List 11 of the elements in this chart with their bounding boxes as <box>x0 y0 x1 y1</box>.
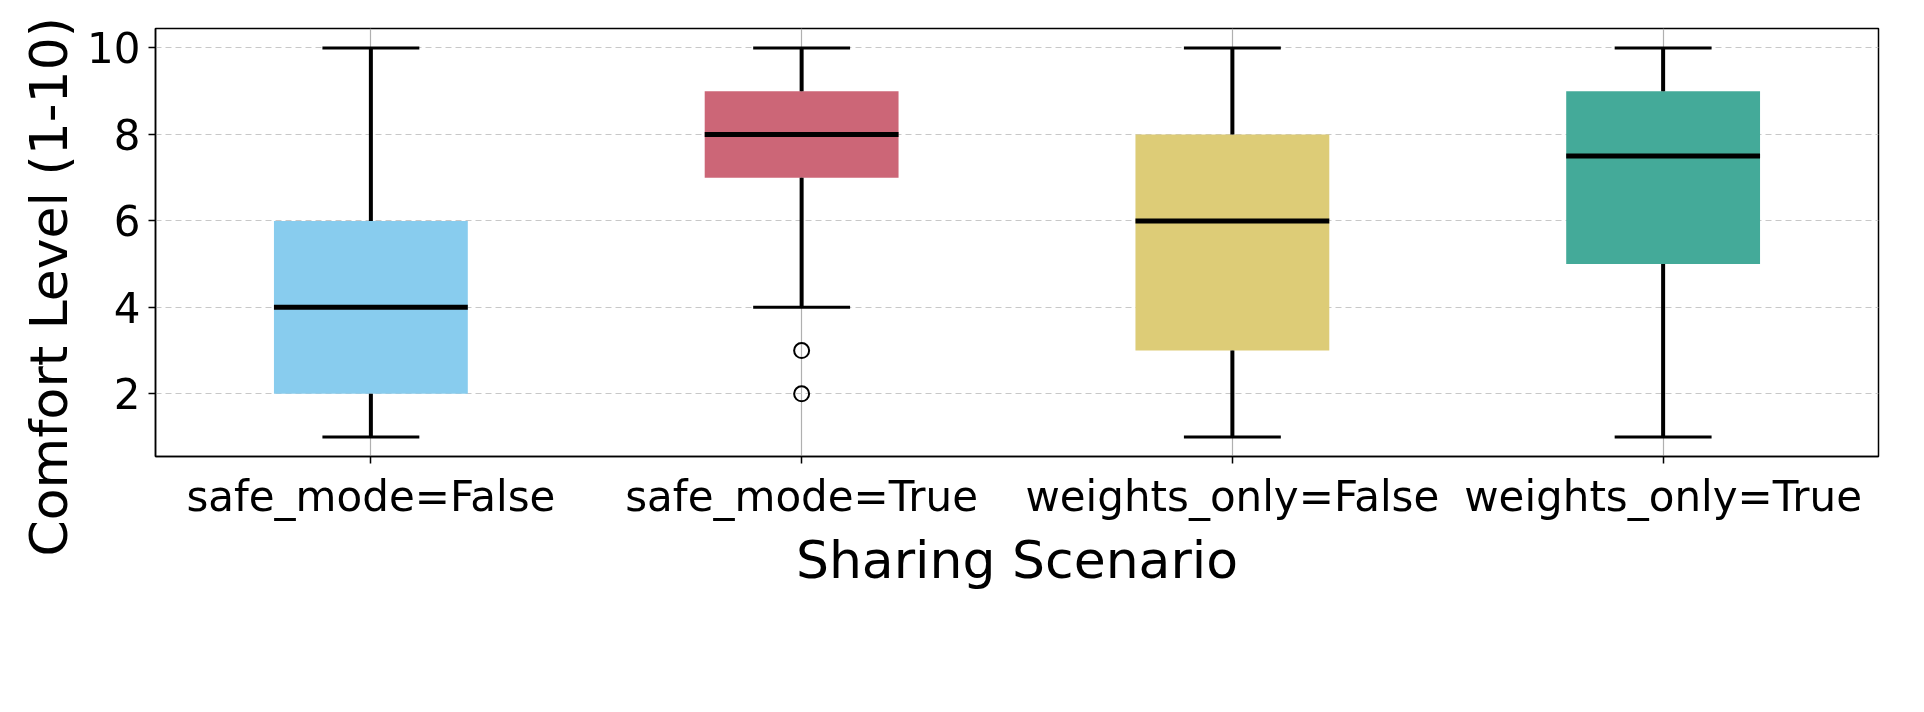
y-tick-label: 2 <box>113 370 141 420</box>
y-tick-label: 4 <box>113 283 141 333</box>
x-axis-title: Sharing Scenario <box>795 529 1239 590</box>
y-tick-label: 6 <box>113 197 141 247</box>
y-tick-label: 8 <box>113 110 141 160</box>
x-tick-label: safe_mode=True <box>625 471 979 521</box>
x-tick-label: weights_only=False <box>1025 471 1440 521</box>
x-tick-label: safe_mode=False <box>186 471 556 521</box>
y-tick-label: 10 <box>87 24 141 74</box>
x-tick-label: weights_only=True <box>1464 471 1862 521</box>
y-axis-title: Comfort Level (1-10) <box>18 16 79 557</box>
